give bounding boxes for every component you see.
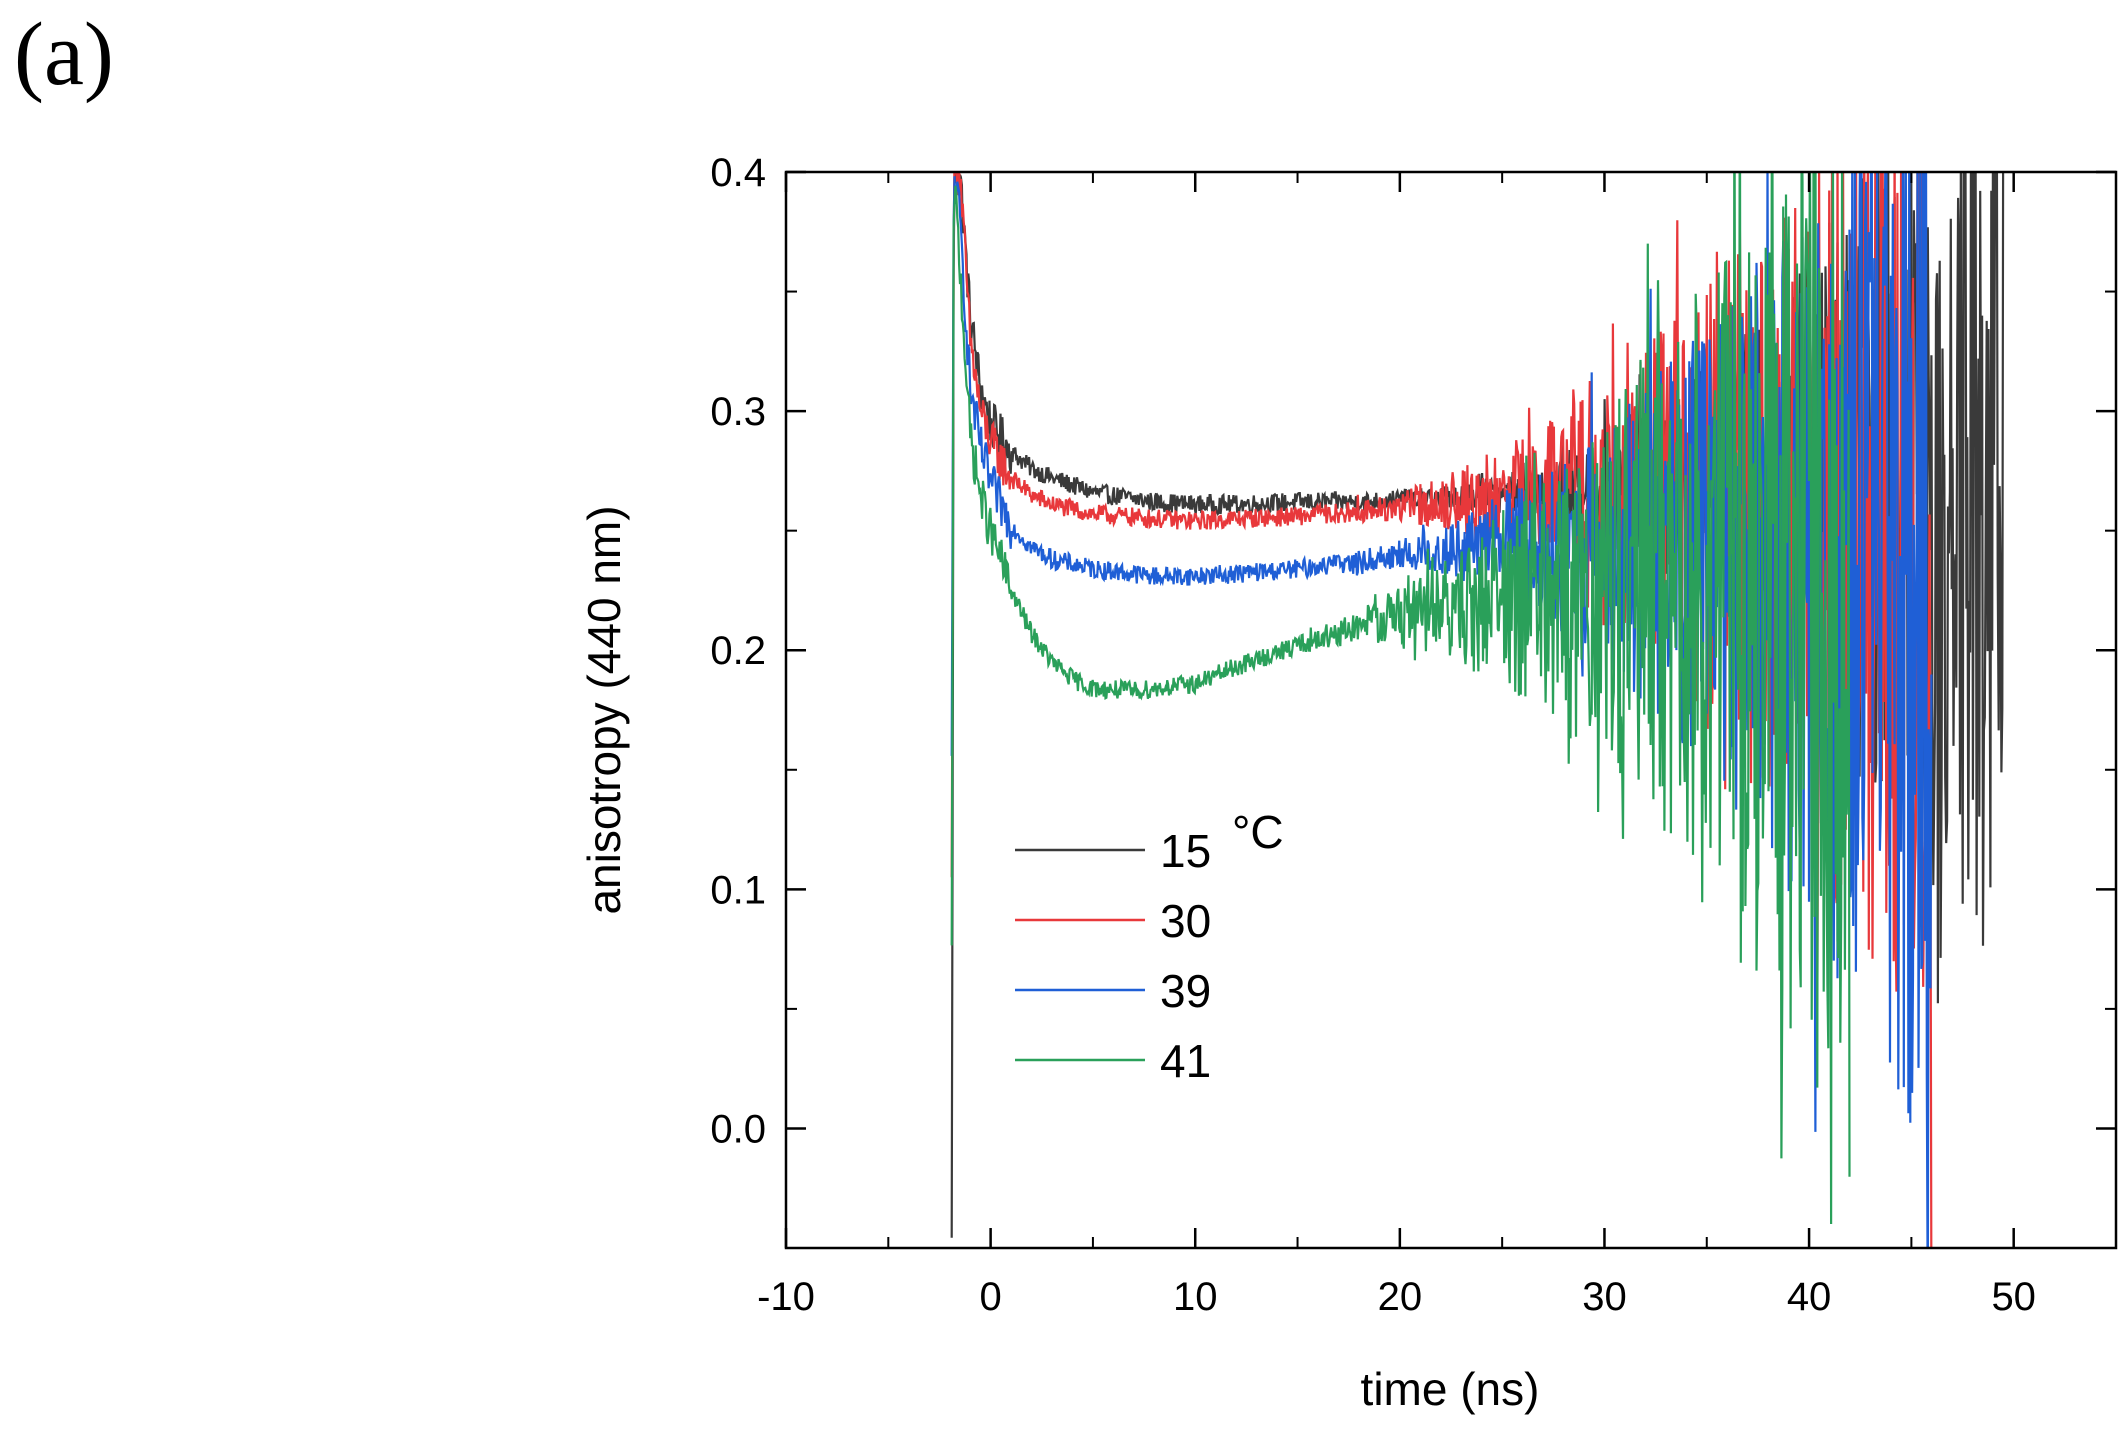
x-tick-label: 20 [1378,1275,1423,1319]
y-axis-title: anisotropy (440 nm) [578,505,630,914]
legend: 15 30 39 41 °C [1015,806,1284,1087]
legend-label-15: 15 [1160,825,1211,877]
legend-label-41: 41 [1160,1035,1211,1087]
y-tick-label: 0.1 [710,868,766,912]
x-tick-label: 10 [1173,1275,1218,1319]
y-tick-label: 0.2 [710,629,766,673]
x-tick-label: 40 [1787,1275,1832,1319]
y-tick-label: 0.3 [710,390,766,434]
series-layer [950,172,2005,1248]
legend-label-39: 39 [1160,965,1211,1017]
y-tick-label: 0.0 [710,1107,766,1151]
series-line-41 [950,172,1851,1225]
ticks-layer: -10 0 10 20 30 40 50 0.0 0.1 0.2 0.3 0.4 [710,151,2116,1319]
legend-label-30: 30 [1160,895,1211,947]
x-tick-label: -10 [757,1275,815,1319]
x-tick-label: 50 [1991,1275,2036,1319]
legend-unit: °C [1232,806,1284,858]
x-tick-label: 0 [979,1275,1001,1319]
panel-label: (a) [14,5,114,104]
y-tick-label: 0.4 [710,151,766,195]
x-axis-title: time (ns) [1361,1363,1540,1415]
x-tick-label: 30 [1582,1275,1627,1319]
plot-frame [784,170,2118,1250]
